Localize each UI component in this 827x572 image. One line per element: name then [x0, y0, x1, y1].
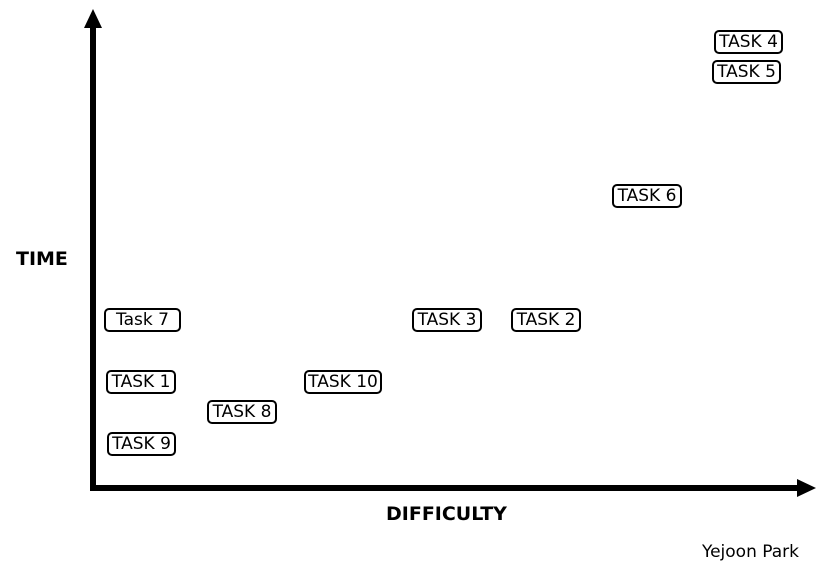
y-axis-arrowhead	[84, 9, 102, 28]
task-2-box: TASK 2	[511, 308, 581, 332]
task-10-box: TASK 10	[304, 370, 382, 394]
task-7-box: Task 7	[104, 308, 181, 332]
x-axis-label: DIFFICULTY	[386, 503, 507, 525]
task-1-box: TASK 1	[106, 370, 176, 394]
task-4-box: TASK 4	[714, 30, 783, 54]
y-axis-label: TIME	[16, 248, 68, 270]
x-axis-arrowhead	[797, 479, 816, 497]
task-3-box: TASK 3	[412, 308, 482, 332]
task-5-box: TASK 5	[712, 60, 781, 84]
task-6-box: TASK 6	[612, 184, 682, 208]
task-8-box: TASK 8	[207, 400, 277, 424]
author-credit: Yejoon Park	[701, 542, 799, 562]
task-9-box: TASK 9	[107, 432, 176, 456]
